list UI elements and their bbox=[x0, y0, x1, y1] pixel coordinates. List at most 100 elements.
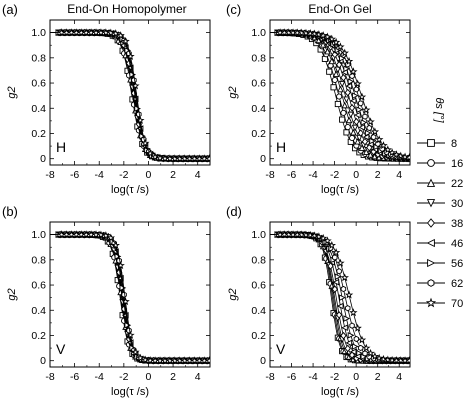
data-point bbox=[328, 57, 336, 65]
data-point bbox=[327, 240, 337, 249]
x-tick-label: -6 bbox=[70, 169, 79, 181]
data-point bbox=[336, 93, 343, 100]
panel-letter: (d) bbox=[226, 204, 242, 219]
data-point bbox=[340, 285, 347, 293]
x-axis-label: log(τ /s) bbox=[111, 386, 149, 398]
data-point bbox=[349, 348, 357, 356]
x-tick-label: -4 bbox=[95, 371, 104, 383]
data-point bbox=[340, 48, 349, 57]
x-tick-label: -6 bbox=[287, 169, 296, 181]
x-tick-label: 4 bbox=[396, 169, 402, 181]
legend-entry: 16 bbox=[417, 158, 463, 170]
data-point bbox=[106, 233, 116, 242]
data-point bbox=[336, 302, 344, 310]
legend-label: 62 bbox=[451, 278, 463, 290]
data-point bbox=[334, 273, 342, 281]
x-tick-label: 2 bbox=[170, 169, 176, 181]
x-tick-label: -8 bbox=[45, 371, 54, 383]
x-tick-label: -4 bbox=[95, 169, 104, 181]
legend-entry: 22 bbox=[417, 178, 463, 190]
data-point bbox=[339, 116, 346, 123]
data-point bbox=[353, 86, 360, 93]
legend-marker-star bbox=[425, 297, 437, 308]
data-point bbox=[362, 350, 368, 357]
data-point bbox=[405, 153, 410, 162]
data-point bbox=[340, 109, 347, 116]
data-point bbox=[131, 347, 140, 356]
x-tick-label: -4 bbox=[308, 371, 317, 383]
data-point bbox=[341, 324, 348, 332]
data-point bbox=[362, 113, 368, 120]
legend-entry: 46 bbox=[417, 238, 463, 250]
y-tick-label: 0.4 bbox=[251, 305, 266, 317]
series-group bbox=[50, 28, 210, 163]
y-tick-label: 1.0 bbox=[31, 229, 46, 241]
data-point bbox=[366, 348, 375, 357]
data-point bbox=[369, 137, 376, 145]
data-point bbox=[374, 353, 384, 362]
data-point bbox=[387, 148, 397, 157]
y-tick-label: 1.0 bbox=[251, 229, 266, 241]
data-point bbox=[340, 331, 347, 340]
data-point bbox=[136, 115, 145, 124]
plot-frame bbox=[49, 221, 211, 368]
legend-entry: 62 bbox=[417, 278, 463, 290]
data-point bbox=[323, 236, 332, 245]
y-axis-label: g2 bbox=[227, 288, 239, 300]
data-point bbox=[349, 97, 357, 105]
data-point bbox=[357, 344, 364, 352]
data-point bbox=[330, 84, 337, 91]
data-point bbox=[336, 268, 342, 275]
data-point bbox=[349, 134, 356, 142]
data-point bbox=[150, 152, 160, 161]
y-tick-label: 0 bbox=[260, 355, 266, 367]
y-tick-label: 0 bbox=[260, 153, 266, 165]
data-point bbox=[374, 135, 384, 144]
legend-label: 38 bbox=[451, 218, 463, 230]
y-tick-label: 0 bbox=[40, 355, 46, 367]
data-point bbox=[357, 100, 364, 107]
data-point bbox=[349, 322, 355, 329]
panel-letter: (a) bbox=[2, 2, 18, 17]
x-tick-label: 0 bbox=[353, 169, 359, 181]
y-tick-label: 0.2 bbox=[251, 128, 266, 140]
x-tick-label: 0 bbox=[353, 371, 359, 383]
y-tick-label: 0.2 bbox=[251, 330, 266, 342]
panel-d: (d) -8 -6 -4 -2 0 2 4 1.0 0.8 0.6 0.4 0.2 0 log(τ /s) g… bbox=[226, 204, 411, 398]
data-point bbox=[318, 31, 328, 40]
data-point bbox=[362, 105, 371, 114]
data-point bbox=[343, 129, 350, 136]
data-point bbox=[344, 290, 354, 299]
y-tick-label: 0.8 bbox=[31, 254, 46, 266]
data-point bbox=[366, 117, 375, 126]
plot-frame bbox=[269, 19, 411, 166]
y-tick-label: 0.6 bbox=[251, 280, 266, 292]
data-point bbox=[358, 124, 366, 131]
x-tick-label: 4 bbox=[396, 371, 402, 383]
data-point bbox=[353, 117, 360, 126]
legend-marker-triangle-down bbox=[426, 199, 436, 208]
data-point bbox=[332, 254, 338, 261]
data-point bbox=[352, 92, 359, 99]
data-point bbox=[348, 351, 356, 359]
data-point bbox=[116, 261, 125, 270]
polarization-label: V bbox=[56, 341, 66, 357]
data-point bbox=[392, 150, 401, 159]
panel-c: (c) End-On Gel -8 -6 -4 -2 0 2 4 1.0 0.8 0.6 0.4 0.2 0… bbox=[226, 2, 411, 196]
data-point bbox=[323, 32, 332, 41]
data-point bbox=[121, 36, 130, 45]
legend-entry: 38 bbox=[417, 218, 463, 230]
data-point bbox=[335, 60, 343, 69]
data-point bbox=[349, 67, 358, 76]
data-point bbox=[134, 105, 141, 112]
data-point bbox=[111, 240, 120, 249]
data-point bbox=[314, 232, 324, 241]
y-tick-label: 1.0 bbox=[251, 27, 266, 39]
data-point bbox=[121, 297, 130, 306]
data-point bbox=[348, 103, 356, 112]
x-tick-label: 2 bbox=[170, 371, 176, 383]
data-point bbox=[129, 71, 137, 78]
data-point bbox=[343, 65, 351, 73]
data-point bbox=[370, 351, 380, 360]
data-point bbox=[344, 123, 351, 131]
